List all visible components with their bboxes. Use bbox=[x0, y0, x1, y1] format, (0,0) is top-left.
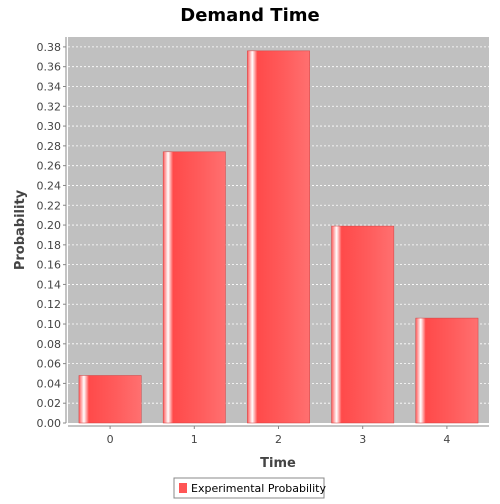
y-tick-label: 0.06 bbox=[37, 358, 62, 371]
y-tick-label: 0.24 bbox=[37, 179, 62, 192]
y-tick-label: 0.12 bbox=[37, 298, 62, 311]
y-tick-label: 0.34 bbox=[37, 80, 62, 93]
chart-title: Demand Time bbox=[180, 5, 319, 26]
y-tick-label: 0.20 bbox=[37, 219, 62, 232]
bar-2 bbox=[247, 51, 309, 423]
x-tick-label: 0 bbox=[107, 433, 114, 446]
y-tick-label: 0.18 bbox=[37, 239, 62, 252]
y-tick-label: 0.26 bbox=[37, 160, 62, 173]
x-axis-title: Time bbox=[260, 456, 296, 471]
y-tick-label: 0.38 bbox=[37, 41, 62, 54]
y-tick-label: 0.10 bbox=[37, 318, 62, 331]
y-axis-title: Probability bbox=[13, 189, 28, 270]
x-tick-label: 2 bbox=[275, 433, 282, 446]
y-tick-label: 0.00 bbox=[37, 417, 62, 430]
x-tick-label: 4 bbox=[443, 433, 450, 446]
y-tick-label: 0.04 bbox=[37, 377, 62, 390]
legend-label: Experimental Probability bbox=[191, 482, 326, 495]
bar-1 bbox=[163, 152, 225, 423]
x-tick-label: 3 bbox=[359, 433, 366, 446]
y-tick-label: 0.36 bbox=[37, 61, 62, 74]
y-tick-label: 0.08 bbox=[37, 338, 62, 351]
y-tick-label: 0.02 bbox=[37, 397, 62, 410]
bar-4 bbox=[416, 318, 478, 423]
y-tick-label: 0.22 bbox=[37, 199, 62, 212]
y-tick-label: 0.14 bbox=[37, 278, 62, 291]
y-tick-label: 0.30 bbox=[37, 120, 62, 133]
legend: Experimental Probability bbox=[174, 478, 326, 498]
x-tick-label: 1 bbox=[191, 433, 198, 446]
y-tick-label: 0.32 bbox=[37, 100, 62, 113]
bar-0 bbox=[79, 375, 141, 423]
y-tick-label: 0.16 bbox=[37, 259, 62, 272]
y-tick-label: 0.28 bbox=[37, 140, 62, 153]
bar-3 bbox=[332, 226, 394, 423]
legend-swatch bbox=[179, 483, 187, 493]
